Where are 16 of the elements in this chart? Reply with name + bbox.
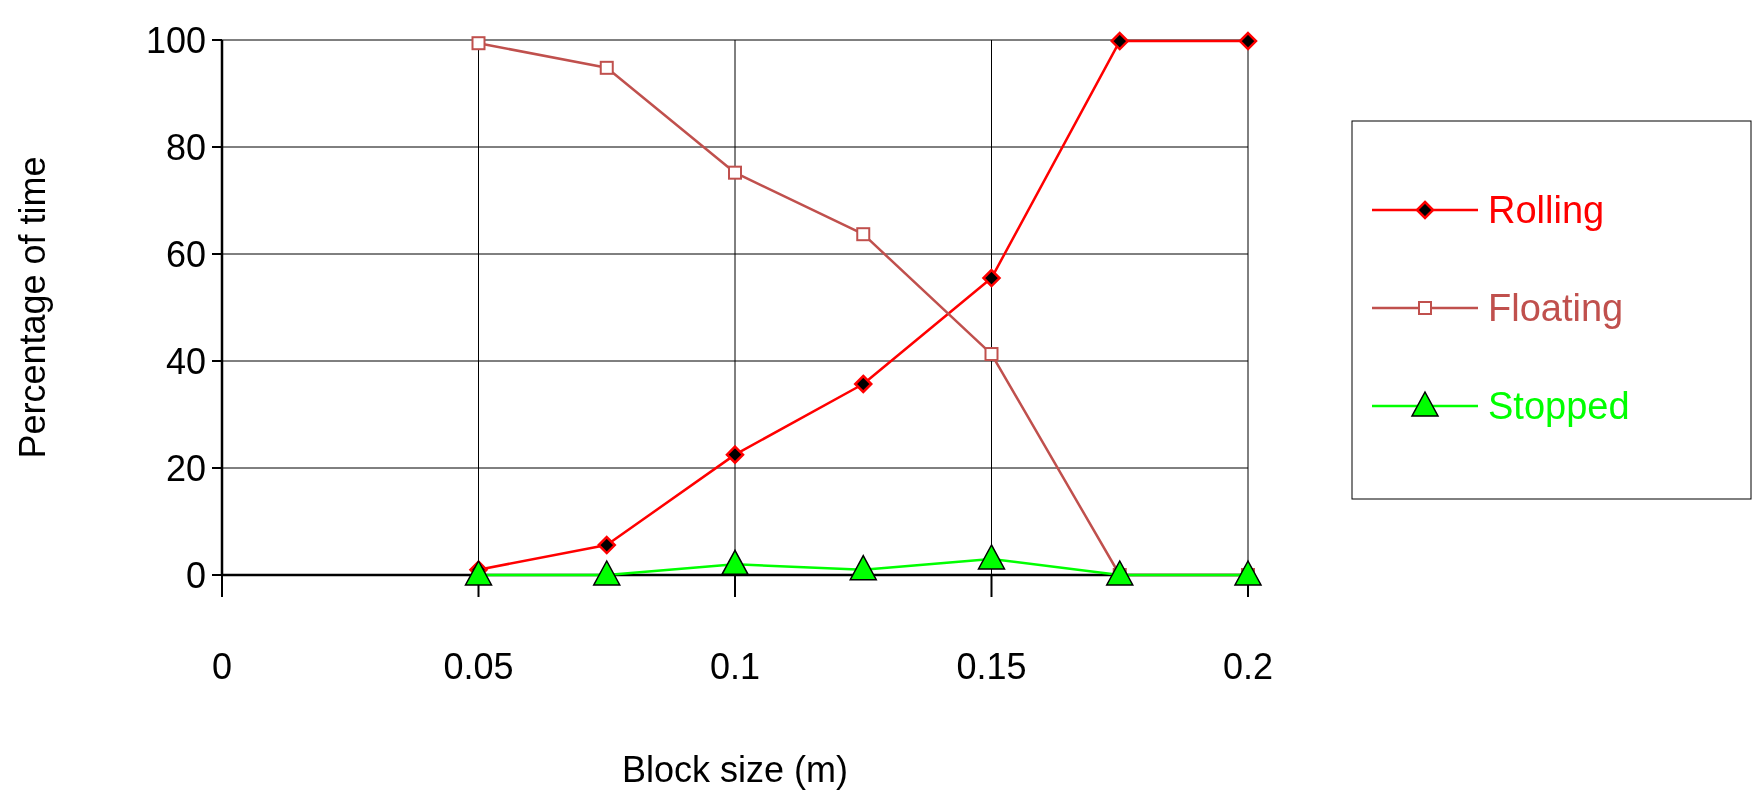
legend-label: Rolling <box>1488 189 1605 232</box>
x-tick-label: 0.2 <box>1222 646 1274 687</box>
y-tick-label: 60 <box>165 233 206 275</box>
x-tick-label: 0.15 <box>956 646 1027 687</box>
y-tick-label: 40 <box>165 340 206 382</box>
y-tick-label: 80 <box>165 126 206 168</box>
legend-label: Floating <box>1488 287 1624 330</box>
x-tick-label: 0 <box>211 646 233 687</box>
legend-label: Stopped <box>1488 385 1630 428</box>
y-tick-label: 0 <box>185 554 206 596</box>
y-tick-label: 20 <box>165 447 206 489</box>
y-tick-label: 100 <box>145 19 206 61</box>
y-axis-title: Percentage of time <box>12 156 53 459</box>
x-tick-label: 0.05 <box>443 646 514 687</box>
x-tick-label: 0.1 <box>709 646 761 687</box>
x-axis-title: Block size (m) <box>621 749 849 790</box>
